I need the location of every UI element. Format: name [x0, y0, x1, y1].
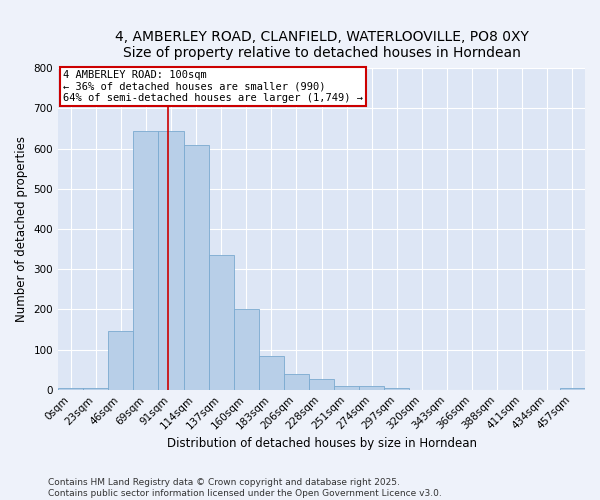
Text: Contains HM Land Registry data © Crown copyright and database right 2025.
Contai: Contains HM Land Registry data © Crown c… — [48, 478, 442, 498]
Y-axis label: Number of detached properties: Number of detached properties — [15, 136, 28, 322]
Bar — [359, 386, 384, 390]
Bar — [58, 388, 83, 390]
Bar — [284, 374, 309, 390]
Bar — [108, 332, 133, 390]
Bar — [158, 130, 184, 390]
Text: 4 AMBERLEY ROAD: 100sqm
← 36% of detached houses are smaller (990)
64% of semi-d: 4 AMBERLEY ROAD: 100sqm ← 36% of detache… — [64, 70, 364, 103]
Bar — [334, 386, 359, 390]
Bar — [384, 388, 409, 390]
Bar — [83, 388, 108, 390]
Bar — [233, 310, 259, 390]
Bar — [184, 144, 209, 390]
Bar — [259, 356, 284, 390]
X-axis label: Distribution of detached houses by size in Horndean: Distribution of detached houses by size … — [167, 437, 476, 450]
Bar — [560, 388, 585, 390]
Bar — [209, 255, 233, 390]
Title: 4, AMBERLEY ROAD, CLANFIELD, WATERLOOVILLE, PO8 0XY
Size of property relative to: 4, AMBERLEY ROAD, CLANFIELD, WATERLOOVIL… — [115, 30, 529, 60]
Bar — [309, 379, 334, 390]
Bar — [133, 130, 158, 390]
